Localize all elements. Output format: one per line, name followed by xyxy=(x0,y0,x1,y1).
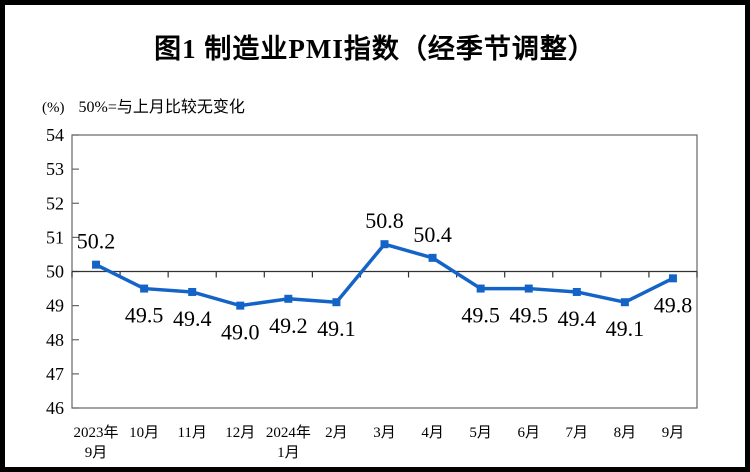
y-axis-label: 52 xyxy=(46,193,64,213)
y-axis-label: 46 xyxy=(46,398,64,418)
data-point-marker xyxy=(572,287,581,296)
data-point-marker xyxy=(668,274,677,283)
data-point-label: 50.2 xyxy=(77,229,116,254)
data-point-marker xyxy=(188,287,197,296)
x-axis-label: 12月 xyxy=(225,425,255,441)
data-point-marker xyxy=(524,284,533,293)
data-point-label: 49.0 xyxy=(221,320,260,345)
x-axis-label: 5月 xyxy=(469,425,492,441)
data-point-label: 50.8 xyxy=(365,208,404,233)
y-axis-label: 51 xyxy=(46,227,64,247)
data-point-label: 49.4 xyxy=(558,306,597,331)
x-axis-label: 2月 xyxy=(325,425,348,441)
chart-title: 图1 制造业PMI指数（经季节调整） xyxy=(154,34,596,64)
y-axis-label: 47 xyxy=(46,364,64,384)
baseline-note: 50%=与上月比较无变化 xyxy=(78,99,245,116)
data-point-marker xyxy=(236,301,245,310)
pmi-figure: 图1 制造业PMI指数（经季节调整） (%) 50%=与上月比较无变化 46 47… xyxy=(5,5,745,467)
x-axis-label: 8月 xyxy=(614,425,637,441)
data-point-label: 49.1 xyxy=(317,316,356,341)
data-point-marker xyxy=(284,294,293,303)
pmi-line-chart: 46 47 48 49 50 51 52 53 54 50.2 49.5 49.4 49.0 49.2 49… xyxy=(46,125,698,461)
y-axis-label: 50 xyxy=(46,262,64,282)
data-point-marker xyxy=(476,284,485,293)
y-axis-label: 49 xyxy=(46,296,64,316)
pmi-line xyxy=(94,242,675,308)
data-point-label: 49.5 xyxy=(461,303,500,328)
x-axis-label: 3月 xyxy=(373,425,396,441)
x-axis-label: 11月 xyxy=(177,425,206,441)
data-point-label: 49.2 xyxy=(269,313,308,338)
y-axis-label: 54 xyxy=(46,125,64,145)
data-point-label: 49.5 xyxy=(509,303,548,328)
data-point-marker xyxy=(92,260,101,269)
chart-subtitle-row: (%) 50%=与上月比较无变化 xyxy=(42,93,245,117)
data-point-marker xyxy=(140,284,149,293)
y-axis-label: 48 xyxy=(46,330,64,350)
x-axis-label: 2023年 9月 xyxy=(74,424,119,461)
data-point-label: 49.8 xyxy=(654,292,693,317)
data-point-marker xyxy=(380,240,389,249)
data-point-marker xyxy=(332,298,341,307)
x-axis-label: 10月 xyxy=(129,425,159,441)
x-axis-label: 9月 xyxy=(662,425,685,441)
data-point-label: 49.5 xyxy=(125,303,164,328)
y-axis-unit-label: (%) xyxy=(42,100,65,116)
data-point-marker xyxy=(620,298,629,307)
data-point-label: 49.1 xyxy=(606,316,645,341)
data-point-marker xyxy=(428,253,437,262)
x-axis-label: 7月 xyxy=(566,425,589,441)
data-point-label: 49.4 xyxy=(173,306,212,331)
data-point-label: 50.4 xyxy=(413,222,452,247)
y-axis-label: 53 xyxy=(46,159,64,179)
x-axis-label: 6月 xyxy=(517,425,540,441)
x-axis-label: 4月 xyxy=(421,425,444,441)
x-axis-label: 2024年 1月 xyxy=(266,424,311,461)
